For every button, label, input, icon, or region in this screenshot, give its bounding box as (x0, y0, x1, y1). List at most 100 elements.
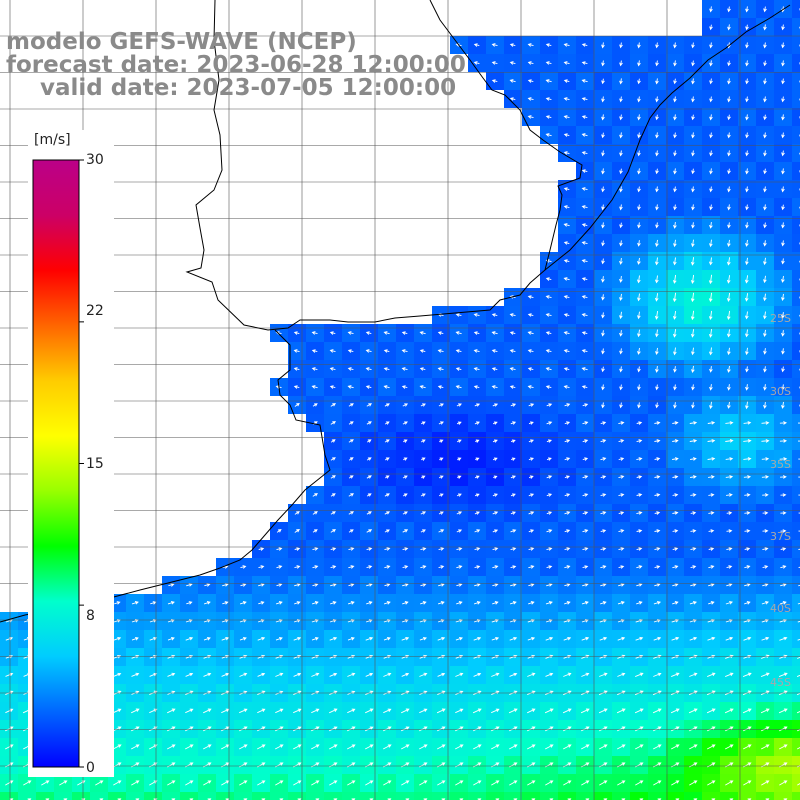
wind-arrow (330, 529, 336, 533)
title-forecast-date: forecast date: 2023-06-28 12:00:00 (6, 52, 466, 78)
wind-arrow (781, 132, 785, 139)
wind-arrow (601, 348, 605, 355)
wind-speed-cell (90, 792, 108, 800)
wind-arrow (781, 204, 785, 211)
wind-arrow (601, 78, 605, 85)
wind-arrow (184, 726, 194, 732)
wind-arrow (312, 565, 319, 569)
wind-arrow (563, 43, 570, 47)
wind-arrow (330, 421, 337, 425)
wind-arrow (690, 493, 697, 497)
wind-arrow (348, 511, 355, 515)
wind-arrow (600, 421, 607, 425)
wind-speed-cell (792, 234, 800, 252)
wind-arrow (383, 672, 392, 677)
wind-arrow (654, 565, 661, 569)
wind-arrow (384, 583, 391, 587)
wind-arrow (797, 783, 800, 786)
wind-arrow (619, 150, 623, 157)
wind-arrow (709, 222, 713, 229)
wind-arrow (510, 565, 517, 569)
wind-arrow (457, 475, 462, 479)
wind-arrow (563, 636, 572, 641)
wind-speed-cell (0, 792, 18, 800)
wind-arrow (527, 79, 534, 83)
wind-arrow (527, 313, 534, 317)
wind-arrow (276, 565, 283, 569)
wind-arrow (617, 654, 626, 659)
wind-arrow (311, 780, 320, 786)
wind-arrow (780, 547, 787, 551)
wind-arrow (329, 367, 336, 371)
wind-arrow (347, 762, 356, 768)
wind-arrow (510, 421, 517, 425)
wind-arrow (653, 672, 662, 677)
wind-arrow (527, 331, 534, 335)
wind-arrow (672, 457, 679, 461)
wind-speed-cell (792, 774, 800, 792)
wind-arrow (330, 493, 336, 497)
wind-arrow (618, 565, 625, 569)
wind-arrow (581, 313, 588, 317)
wind-arrow (690, 511, 697, 515)
wind-speed-cell (792, 342, 800, 360)
wind-arrow (491, 367, 498, 371)
wind-arrow (491, 654, 500, 659)
wind-arrow (401, 349, 408, 353)
wind-arrow (654, 493, 661, 497)
wind-arrow (745, 6, 749, 13)
wind-arrow (580, 708, 590, 714)
wind-arrow (563, 780, 572, 786)
wind-arrow (203, 780, 212, 786)
wind-arrow (365, 780, 374, 786)
wind-arrow (618, 439, 625, 443)
wind-arrow (293, 654, 302, 659)
wind-arrow (329, 762, 338, 768)
wind-arrow (779, 439, 788, 443)
wind-arrow (781, 60, 785, 67)
wind-arrow (402, 457, 408, 461)
wind-arrow (689, 601, 698, 605)
wind-arrow (780, 493, 787, 497)
wind-arrow (490, 726, 500, 732)
colorbar-tick-30: 30 (86, 152, 104, 168)
wind-arrow (599, 672, 608, 677)
wind-speed-cell (522, 792, 540, 800)
wind-speed-cell (594, 792, 612, 800)
wind-arrow (654, 529, 661, 533)
wind-arrow (601, 150, 605, 157)
wind-arrow (636, 475, 643, 479)
wind-arrow (671, 672, 680, 678)
wind-arrow (257, 672, 266, 677)
wind-arrow (311, 636, 319, 641)
wind-arrow (708, 347, 713, 356)
wind-arrow (384, 457, 390, 461)
wind-speed-cell (792, 576, 800, 594)
wind-arrow (655, 78, 659, 85)
wind-arrow (473, 762, 482, 768)
wind-arrow (708, 292, 713, 303)
wind-arrow (619, 293, 623, 302)
wind-arrow (293, 367, 300, 371)
wind-arrow (365, 636, 374, 641)
wind-arrow (545, 97, 552, 101)
wind-arrow (473, 780, 482, 786)
wind-arrow (653, 762, 662, 768)
wind-arrow (778, 744, 788, 750)
wind-arrow (727, 150, 731, 157)
wind-arrow (707, 457, 716, 461)
wind-arrow (744, 565, 751, 569)
wind-arrow (618, 511, 625, 515)
colorbar-tick-15: 15 (86, 456, 104, 472)
wind-arrow (563, 385, 570, 389)
wind-arrow (439, 439, 444, 443)
wind-arrow (745, 150, 749, 157)
wind-arrow (636, 565, 643, 569)
wind-arrow (510, 511, 516, 515)
wind-arrow (310, 726, 320, 732)
wind-arrow (761, 780, 770, 786)
wind-arrow (275, 654, 284, 659)
wind-arrow (635, 654, 644, 659)
wind-arrow (763, 402, 767, 409)
wind-arrow (311, 654, 320, 659)
